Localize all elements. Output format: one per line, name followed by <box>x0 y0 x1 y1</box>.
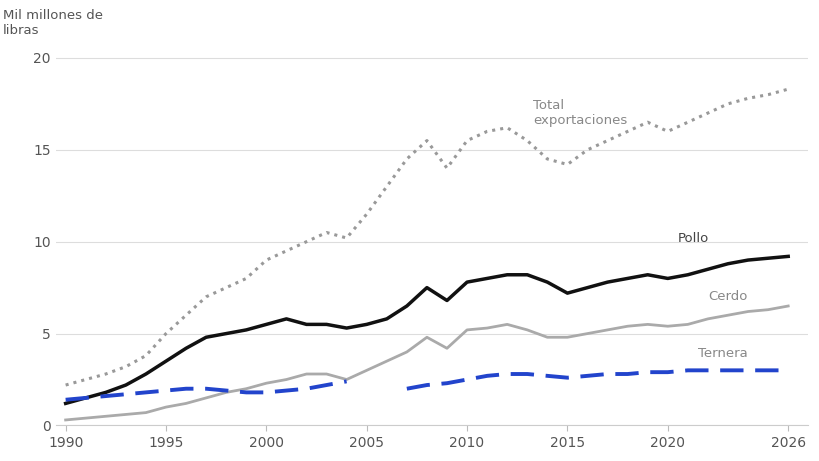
Text: Pollo: Pollo <box>677 231 708 244</box>
Text: Ternera: Ternera <box>697 347 747 361</box>
Text: Mil millones de
libras: Mil millones de libras <box>3 9 102 36</box>
Text: Cerdo: Cerdo <box>707 290 746 303</box>
Text: Total
exportaciones: Total exportaciones <box>532 99 627 127</box>
